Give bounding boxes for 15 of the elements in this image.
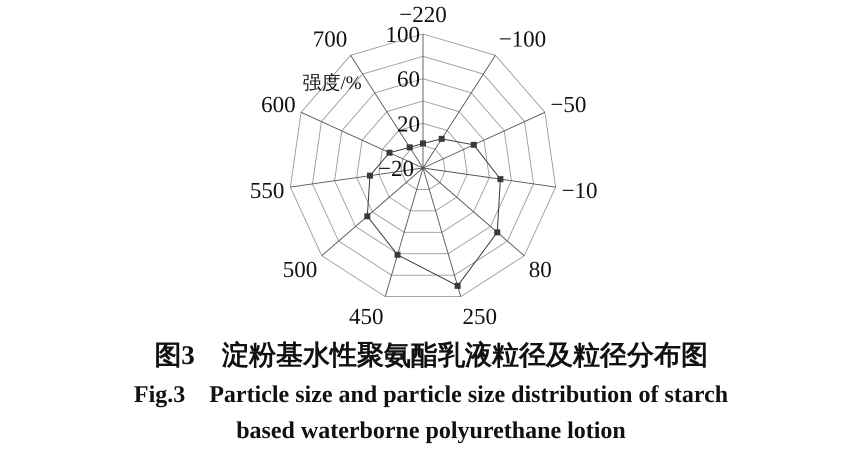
spoke-label: 500 bbox=[282, 256, 318, 282]
spoke-label: 80 bbox=[528, 256, 552, 282]
text: Fig.3 Particle size and particle size distribution of starch based waterborne polyurethane lotion bbox=[134, 382, 728, 444]
spoke-label: 700 bbox=[312, 26, 348, 52]
text: 图3 淀粉基水性聚氨酯乳液粒径及粒径分布图 bbox=[154, 340, 708, 370]
spoke-label: 250 bbox=[462, 304, 497, 329]
y-tick-label: 60 bbox=[397, 66, 420, 92]
text: 强度/% bbox=[302, 72, 362, 94]
spoke-label: 550 bbox=[250, 178, 284, 203]
spoke-label: −100 bbox=[498, 26, 546, 52]
spoke-label: −50 bbox=[550, 92, 586, 118]
spoke-label: 600 bbox=[261, 92, 296, 118]
y-tick-label: 20 bbox=[397, 111, 420, 136]
spoke-label: −10 bbox=[562, 178, 598, 203]
spoke-label: 450 bbox=[349, 304, 384, 329]
